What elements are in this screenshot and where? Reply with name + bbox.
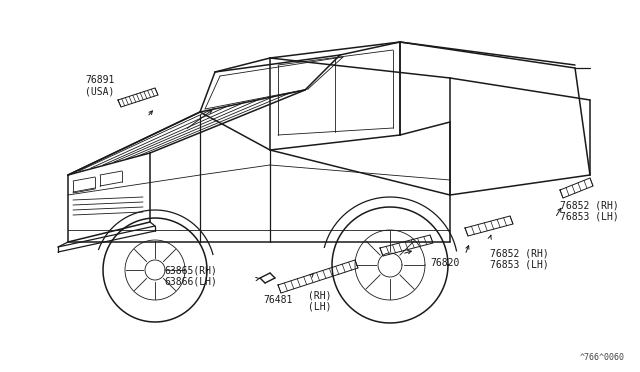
Text: 76852 (RH)
76853 (LH): 76852 (RH) 76853 (LH) <box>560 200 619 222</box>
Text: 76820: 76820 <box>430 258 460 268</box>
Text: ^766^0060: ^766^0060 <box>580 353 625 362</box>
Text: 63865(RH)
63866(LH): 63865(RH) 63866(LH) <box>164 265 217 287</box>
Text: 76852 (RH)
76853 (LH): 76852 (RH) 76853 (LH) <box>490 248 548 270</box>
Text: 76481: 76481 <box>263 295 292 305</box>
Text: (RH)
(LH): (RH) (LH) <box>308 290 332 312</box>
Text: 76891
(USA): 76891 (USA) <box>85 76 115 97</box>
